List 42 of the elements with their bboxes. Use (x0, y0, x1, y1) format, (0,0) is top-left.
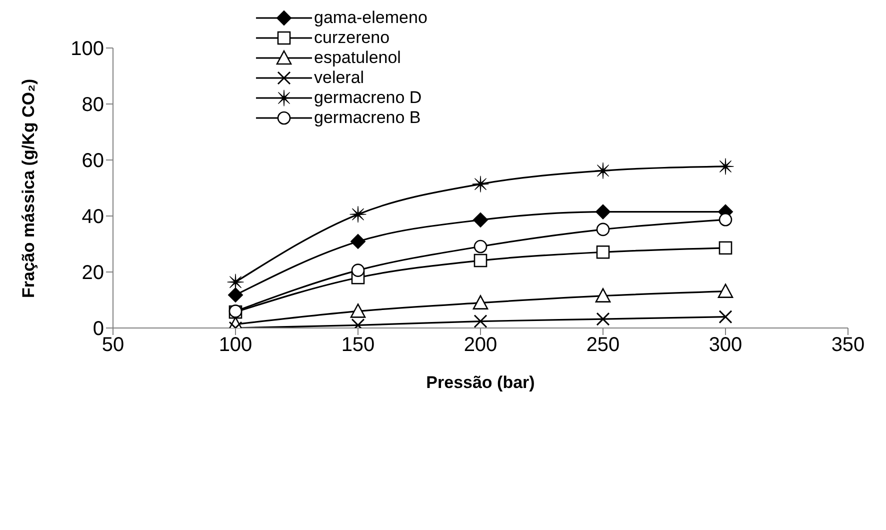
point (228, 287, 243, 302)
point (474, 240, 488, 254)
point (718, 241, 732, 255)
point (596, 245, 610, 259)
y-tick-label: 20 (82, 262, 104, 284)
y-axis-title: Fração mássica (g/Kg CO₂) (19, 78, 38, 298)
x-tick-label: 350 (831, 334, 865, 356)
x-axis-title: Pressão (bar) (426, 373, 535, 392)
point (718, 284, 734, 298)
legend-label: germacreno B (314, 108, 421, 128)
legend-label: gama-elemeno (314, 8, 428, 28)
x-tick-label: 250 (586, 334, 620, 356)
point (474, 254, 488, 268)
point (596, 204, 610, 220)
point (596, 222, 610, 236)
x-tick-label: 300 (708, 334, 742, 356)
legend-label: curzereno (314, 28, 390, 48)
point (473, 212, 488, 228)
point (718, 212, 732, 226)
point (594, 162, 612, 179)
point (350, 206, 366, 223)
point (350, 304, 366, 318)
x-tick-label: 50 (102, 334, 124, 356)
point (350, 234, 366, 249)
x-tick-label: 150 (341, 334, 375, 356)
legend-label: espatulenol (314, 48, 401, 68)
x-tick-label: 200 (464, 334, 498, 356)
point (718, 310, 732, 324)
point (351, 264, 365, 277)
y-tick-label: 60 (82, 150, 104, 172)
y-tick-label: 40 (82, 206, 104, 228)
y-tick-label: 100 (70, 38, 104, 60)
point (596, 312, 610, 326)
point (595, 288, 611, 302)
point (472, 176, 489, 192)
y-tick-label: 0 (92, 318, 104, 340)
point (472, 295, 488, 310)
legend-label: germacreno D (314, 88, 422, 108)
point (474, 314, 488, 328)
legend-label: veleral (314, 68, 364, 88)
y-tick-label: 80 (82, 94, 104, 116)
x-tick-label: 100 (218, 334, 252, 356)
